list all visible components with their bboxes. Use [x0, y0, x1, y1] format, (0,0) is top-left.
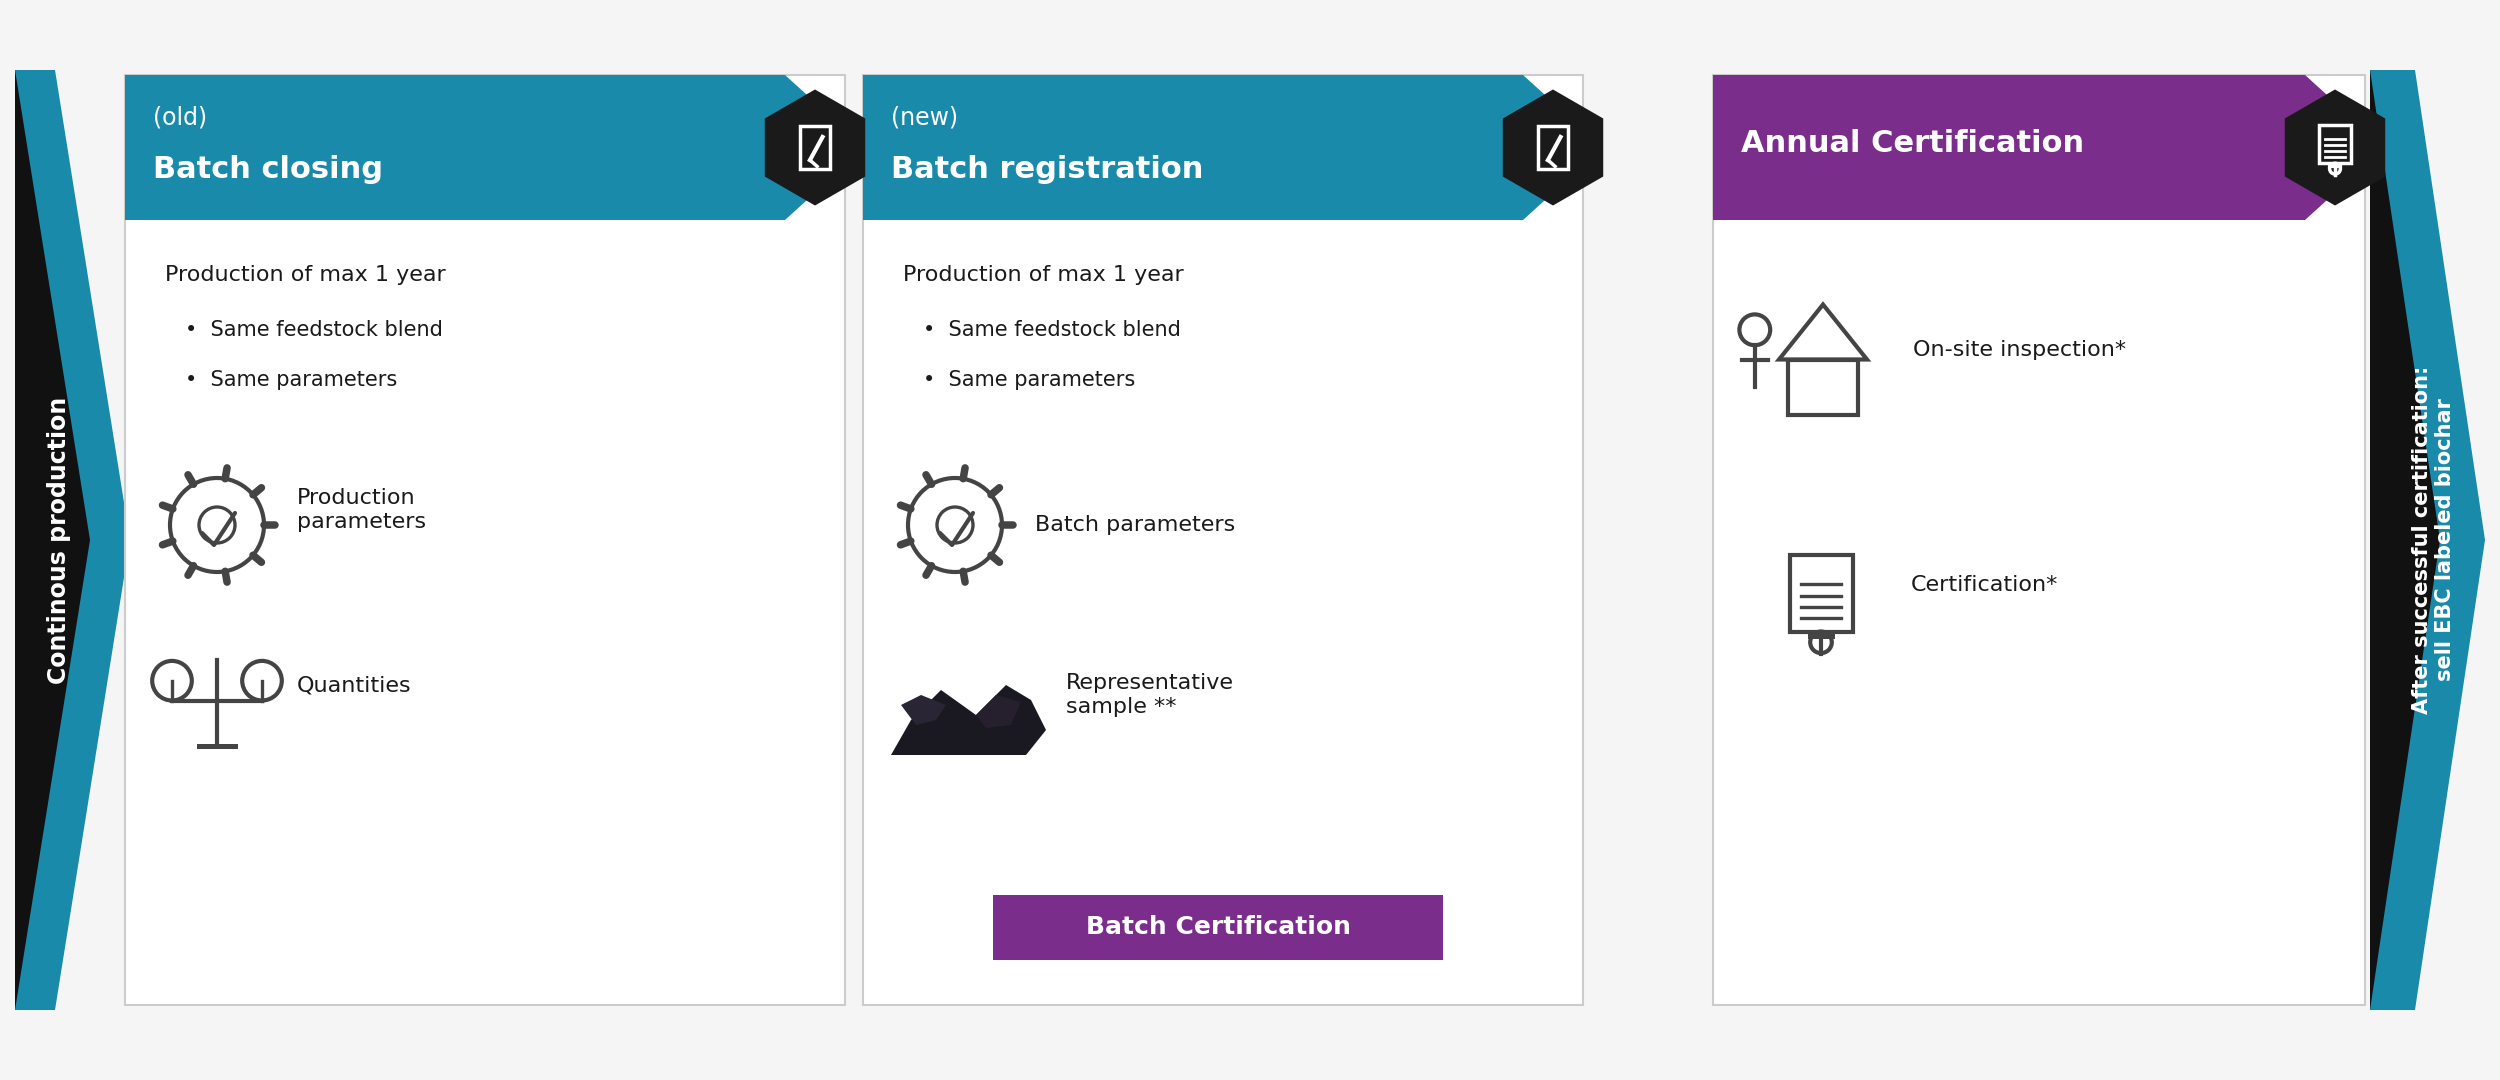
- Bar: [1790, 555, 1852, 632]
- Text: Production of max 1 year: Production of max 1 year: [902, 265, 1185, 285]
- Bar: [1788, 360, 1858, 415]
- Text: On-site inspection*: On-site inspection*: [1912, 340, 2125, 360]
- Text: Batch parameters: Batch parameters: [1035, 515, 1235, 535]
- Text: •  Same feedstock blend: • Same feedstock blend: [185, 320, 442, 340]
- Text: (new): (new): [890, 105, 958, 129]
- Text: Representative
sample **: Representative sample **: [1065, 674, 1235, 717]
- Bar: [125, 75, 845, 1005]
- Polygon shape: [900, 696, 945, 725]
- Polygon shape: [862, 75, 1602, 220]
- Bar: [992, 895, 1442, 960]
- Bar: [2320, 125, 2350, 163]
- Polygon shape: [975, 696, 1020, 728]
- Text: Quantities: Quantities: [298, 675, 412, 696]
- Text: •  Same parameters: • Same parameters: [922, 370, 1135, 390]
- Polygon shape: [15, 70, 130, 1010]
- Bar: [1538, 125, 1568, 170]
- Text: After successful certification:
sell EBC labeled biochar: After successful certification: sell EBC…: [2412, 366, 2455, 714]
- Polygon shape: [1713, 75, 2385, 220]
- Text: •  Same parameters: • Same parameters: [185, 370, 398, 390]
- Bar: [800, 125, 830, 170]
- Bar: [1713, 75, 2365, 1005]
- Polygon shape: [765, 90, 865, 205]
- Text: Production
parameters: Production parameters: [298, 488, 425, 531]
- Polygon shape: [2370, 70, 2440, 1010]
- Text: Batch Certification: Batch Certification: [1085, 916, 1350, 940]
- Polygon shape: [125, 75, 865, 220]
- Polygon shape: [2285, 90, 2385, 205]
- Text: Batch closing: Batch closing: [152, 156, 382, 185]
- Text: Certification*: Certification*: [1910, 575, 2058, 595]
- Bar: [862, 75, 1582, 1005]
- Text: Annual Certification: Annual Certification: [1740, 129, 2085, 158]
- Polygon shape: [2370, 70, 2485, 1010]
- Text: Continous production: Continous production: [48, 396, 70, 684]
- Text: Production of max 1 year: Production of max 1 year: [165, 265, 445, 285]
- Text: (old): (old): [152, 105, 208, 129]
- Text: Batch registration: Batch registration: [890, 156, 1202, 185]
- Polygon shape: [15, 70, 90, 1010]
- Text: •  Same feedstock blend: • Same feedstock blend: [922, 320, 1180, 340]
- Polygon shape: [1502, 90, 1602, 205]
- Polygon shape: [890, 685, 1045, 755]
